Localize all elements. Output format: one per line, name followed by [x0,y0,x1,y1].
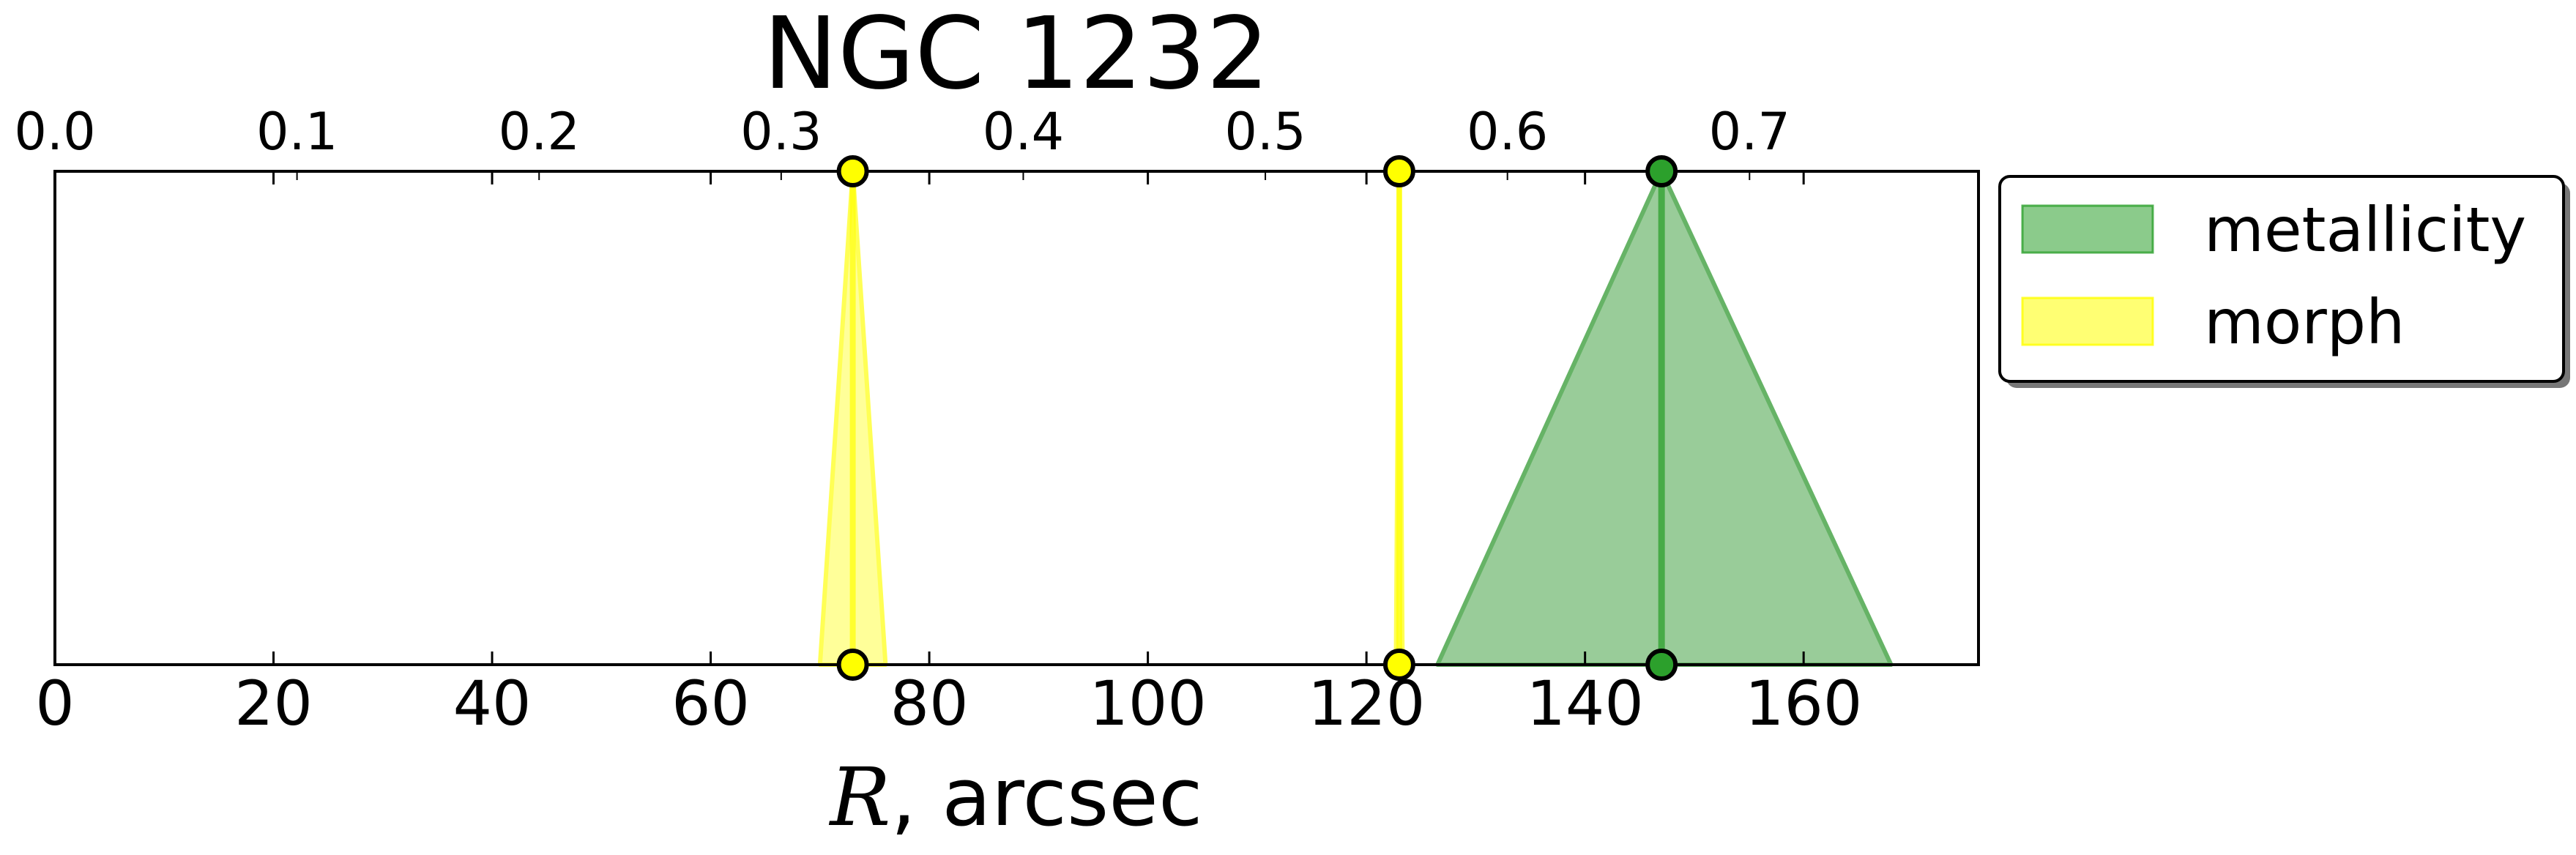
top-tick-label: 0.2 [499,102,580,162]
top-tick-label: 0.0 [14,102,95,162]
morph-marker-bottom [1382,649,1415,681]
legend-label-metallicity: metallicity [2204,194,2526,266]
legend: metallicity morph [1998,175,2570,388]
x-tick-label: 60 [671,668,750,739]
morph-marker-top [1382,155,1415,187]
x-axis-label-symbol: R [829,750,891,844]
metallicity-marker-bottom [1645,649,1678,681]
x-tick-label: 160 [1745,668,1862,739]
x-tick-label: 40 [453,668,532,739]
legend-label-morph: morph [2204,286,2405,358]
x-tick-label: 80 [890,668,969,739]
plot-frame [53,170,1980,666]
top-tick-label: 0.5 [1224,102,1306,162]
x-tick-label: 100 [1089,668,1206,739]
morph-marker-top [836,155,869,187]
legend-items: metallicity morph [2021,194,2526,358]
legend-swatch-metallicity [2021,204,2154,254]
markers-layer [836,155,1678,681]
x-tick-label: 140 [1526,668,1643,739]
morph-marker-bottom [836,649,869,681]
top-tick-label: 0.3 [740,102,822,162]
top-tick-label: 0.4 [983,102,1064,162]
top-tick-label: 0.1 [256,102,338,162]
metallicity-marker-top [1645,155,1678,187]
legend-swatch-morph [2021,296,2154,346]
x-axis-label: R, arcsec [829,750,1203,844]
top-tick-label: 0.7 [1709,102,1790,162]
ticks-layer: 0 20 40 60 80 100 120 140 160 0.0 0.1 0.2 0.3 0.4 0.5 0… [14,102,1862,739]
bands-layer [817,169,1894,667]
x-tick-label: 20 [234,668,313,739]
x-tick-label: 120 [1308,668,1425,739]
top-tick-label: 0.6 [1467,102,1548,162]
x-tick-label: 0 [35,668,74,739]
chart-title: NGC 1232 [763,0,1269,112]
x-axis-label-unit: , arcsec [890,750,1202,844]
